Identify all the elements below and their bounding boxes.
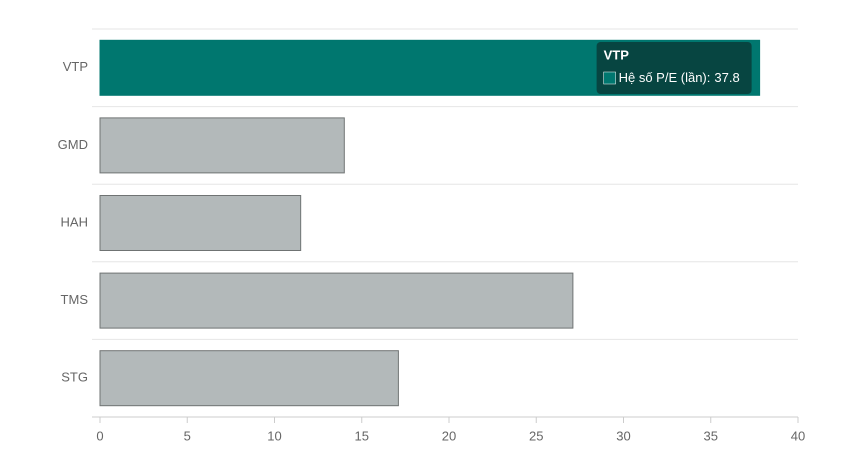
- y-tick-label: HAH: [61, 214, 88, 229]
- bar: [99, 272, 574, 329]
- bar: [99, 117, 345, 174]
- y-tick-label: STG: [61, 370, 88, 385]
- tooltip-box: [596, 42, 752, 94]
- tooltip-value: 37.8: [714, 70, 739, 85]
- tooltip-swatch: [603, 71, 616, 85]
- bar: [99, 195, 302, 251]
- x-tick-label: 15: [355, 428, 369, 443]
- tooltip: VTP Hệ số P/E (lần): 37.8: [596, 42, 752, 94]
- x-tick-label: 0: [96, 428, 103, 443]
- x-tick-label: 10: [267, 428, 281, 443]
- x-tick-label: 20: [442, 428, 456, 443]
- tooltip-text: Hệ số P/E (lần): 37.8: [619, 70, 740, 85]
- y-tick-label: GMD: [58, 137, 88, 152]
- y-tick-label: TMS: [61, 292, 89, 307]
- x-tick-label: 35: [704, 428, 718, 443]
- x-tick-label: 40: [791, 428, 805, 443]
- tooltip-label: Hệ số P/E (lần):: [619, 70, 711, 85]
- bar: [99, 350, 399, 407]
- x-tick-label: 5: [184, 428, 191, 443]
- x-tick-label: 25: [529, 428, 543, 443]
- tooltip-title: VTP: [604, 47, 630, 62]
- y-tick-label: VTP: [63, 59, 88, 74]
- x-tick-label: 30: [616, 428, 630, 443]
